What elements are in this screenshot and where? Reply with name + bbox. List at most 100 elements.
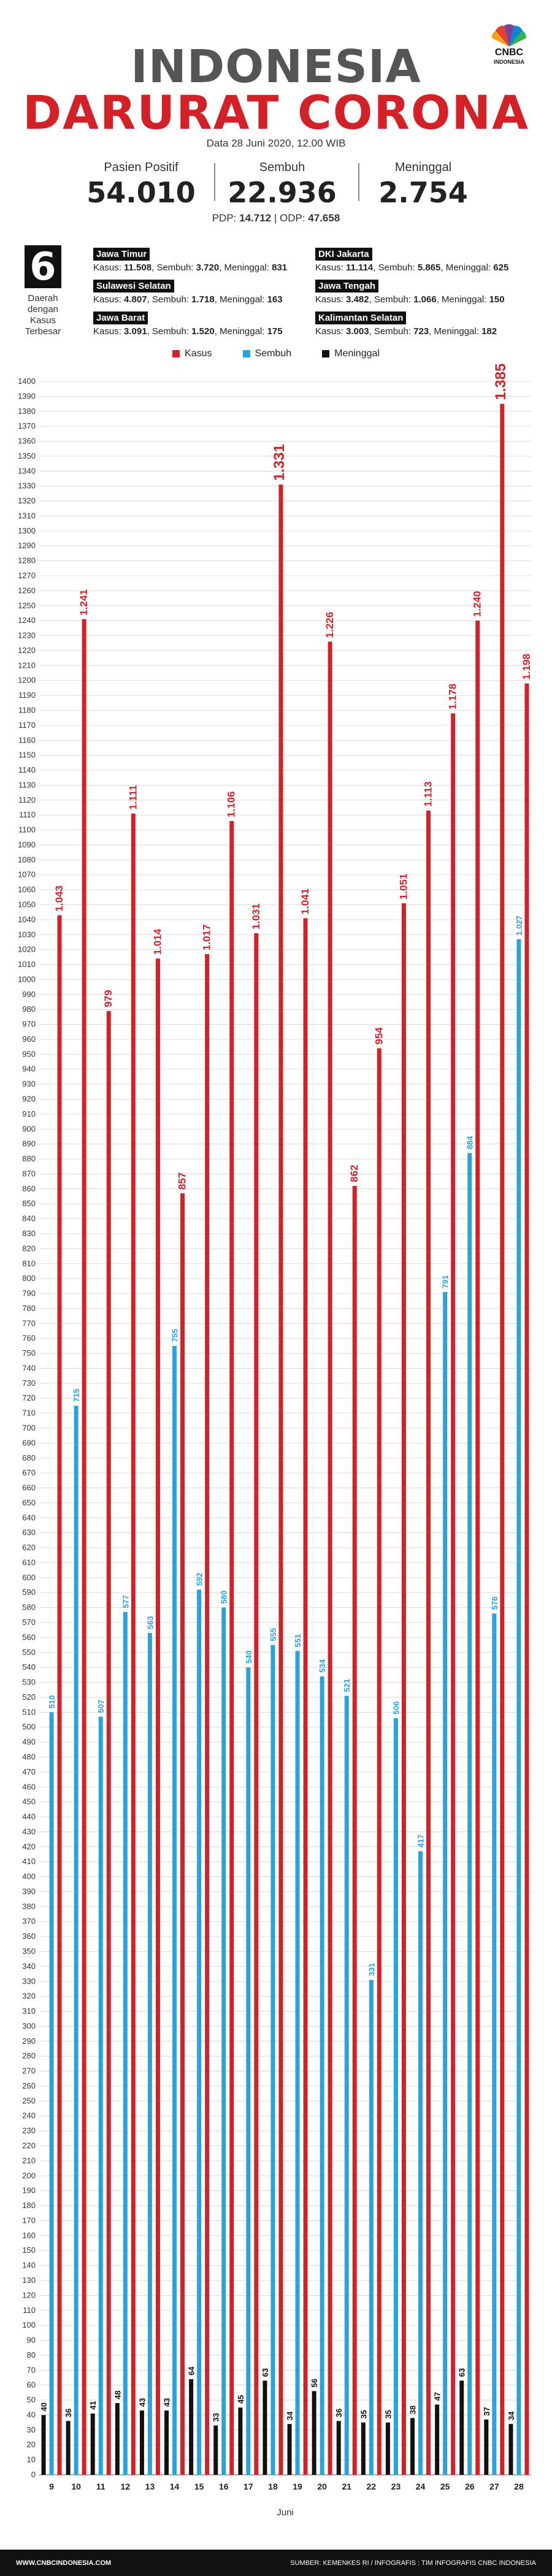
stat-value: 2.754: [378, 176, 468, 209]
bar-kasus: [303, 918, 308, 2475]
bar-meninggal: [263, 2380, 267, 2475]
y-tick-label: 1350: [18, 451, 36, 461]
data-label-meninggal: 64: [187, 2366, 196, 2375]
bar-meninggal: [435, 2404, 440, 2475]
bar-sembuh: [295, 1651, 300, 2475]
y-tick-label: 690: [22, 1438, 36, 1447]
y-tick-label: 1180: [18, 705, 36, 714]
bar-meninggal: [287, 2424, 292, 2475]
y-tick-label: 800: [22, 1274, 36, 1283]
y-tick-label: 1040: [18, 915, 36, 924]
data-label-meninggal: 33: [212, 2413, 221, 2421]
y-tick-label: 1100: [18, 825, 36, 835]
legend-item-kasus: Kasus: [172, 348, 212, 359]
y-tick-label: 870: [22, 1169, 36, 1178]
data-label-meninggal: 43: [163, 2398, 172, 2407]
bar-meninggal: [41, 2415, 46, 2475]
y-tick-label: 470: [22, 1767, 36, 1776]
bar-meninggal: [90, 2414, 95, 2475]
y-tick-label: 1380: [18, 407, 36, 416]
bar-kasus: [451, 713, 456, 2475]
data-label-kasus: 857: [177, 1172, 188, 1190]
y-tick-label: 350: [22, 1947, 36, 1956]
y-tick-label: 0: [31, 2470, 36, 2479]
bar-sembuh: [98, 1716, 103, 2475]
bar-meninggal: [385, 2422, 390, 2475]
bar-kasus: [106, 1011, 111, 2475]
bar-meninggal: [213, 2425, 218, 2475]
y-tick-label: 640: [22, 1513, 36, 1522]
data-label-kasus: 1.111: [127, 785, 139, 810]
y-tick-label: 720: [22, 1393, 36, 1402]
y-tick-label: 320: [22, 1992, 36, 2001]
y-tick-label: 340: [22, 1962, 36, 1971]
bar-sembuh: [197, 1589, 202, 2475]
data-label-meninggal: 36: [334, 2409, 343, 2417]
y-tick-label: 360: [22, 1932, 36, 1941]
x-tick-label: 22: [367, 2482, 377, 2491]
region-name: Jawa Tengah: [315, 280, 379, 292]
bar-sembuh: [49, 1712, 54, 2475]
region-field-value: 5.865: [417, 262, 441, 273]
y-tick-label: 170: [22, 2215, 36, 2225]
bar-sembuh: [221, 1607, 226, 2475]
y-tick-label: 1270: [18, 571, 36, 580]
x-axis-label: Juni: [277, 2507, 294, 2518]
y-tick-label: 260: [22, 2081, 36, 2090]
y-tick-label: 1400: [18, 376, 36, 386]
data-label-sembuh: 506: [391, 1701, 401, 1714]
data-label-meninggal: 47: [433, 2392, 442, 2401]
y-tick-label: 230: [22, 2126, 36, 2135]
y-tick-label: 380: [22, 1901, 36, 1911]
bar-sembuh: [270, 1645, 275, 2475]
y-tick-label: 750: [22, 1348, 36, 1358]
region-field-label: Kasus:: [315, 294, 343, 305]
data-label-kasus: 1.017: [201, 924, 213, 950]
x-tick-label: 27: [489, 2482, 499, 2491]
data-label-sembuh: 592: [195, 1573, 204, 1586]
cnbc-logo: CNBC INDONESIA: [481, 23, 537, 69]
region-field-label: Sembuh:: [378, 262, 415, 273]
y-tick-label: 1130: [18, 780, 36, 789]
y-tick-label: 840: [22, 1214, 36, 1223]
legend-swatch: [242, 350, 250, 357]
bar-kasus: [377, 1048, 381, 2475]
stat-meninggal: Meninggal 2.754: [350, 161, 497, 207]
data-label-sembuh: 551: [293, 1634, 302, 1648]
y-tick-label: 90: [27, 2336, 36, 2345]
y-tick-label: 480: [22, 1752, 36, 1761]
y-tick-label: 740: [22, 1363, 36, 1372]
y-tick-label: 940: [22, 1064, 36, 1074]
y-tick-label: 1390: [18, 391, 36, 400]
y-tick-label: 300: [22, 2021, 36, 2030]
region-field-value: 11.114: [346, 262, 374, 273]
y-tick-label: 790: [22, 1289, 36, 1298]
y-tick-label: 780: [22, 1304, 36, 1313]
y-tick-label: 1340: [18, 466, 36, 475]
bar-sembuh: [344, 1695, 349, 2475]
bar-sembuh: [246, 1667, 251, 2475]
data-label-kasus: 1.241: [78, 589, 90, 616]
y-tick-label: 530: [22, 1678, 36, 1687]
bar-meninggal: [312, 2391, 316, 2475]
y-tick-label: 410: [22, 1857, 36, 1866]
region-field-label: Sembuh:: [374, 294, 411, 305]
bar-sembuh: [443, 1292, 448, 2475]
data-label-sembuh: 540: [244, 1650, 253, 1664]
region-field-label: Meninggal:: [434, 326, 479, 337]
y-tick-label: 1260: [18, 586, 36, 595]
pdp-label: PDP:: [212, 212, 237, 224]
regions-count: 6: [25, 245, 61, 288]
logo-text: CNBC: [494, 47, 524, 58]
y-tick-label: 280: [22, 2051, 36, 2060]
legend: Kasus Sembuh Meninggal: [0, 348, 552, 359]
y-tick-label: 70: [27, 2365, 36, 2374]
y-tick-label: 440: [22, 1812, 36, 1821]
data-label-meninggal: 35: [359, 2410, 368, 2418]
bar-sembuh: [516, 939, 521, 2475]
y-tick-label: 1360: [18, 437, 36, 446]
logo-subtext: INDONESIA: [493, 59, 524, 65]
region-field-label: Sembuh:: [156, 262, 194, 273]
y-tick-label: 830: [22, 1229, 36, 1238]
data-label-meninggal: 41: [88, 2401, 98, 2410]
